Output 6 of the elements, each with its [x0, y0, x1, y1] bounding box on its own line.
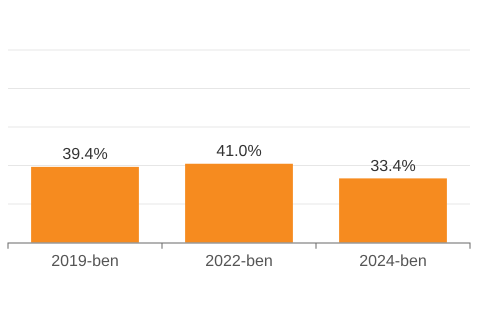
- x-tick-label: 2022-ben: [205, 252, 273, 270]
- data-label: 33.4%: [370, 158, 416, 175]
- x-tick-label: 2019-ben: [51, 252, 119, 270]
- data-label: 41.0%: [216, 143, 262, 160]
- data-label: 39.4%: [62, 146, 108, 164]
- x-tick-label: 2024-ben: [359, 252, 427, 270]
